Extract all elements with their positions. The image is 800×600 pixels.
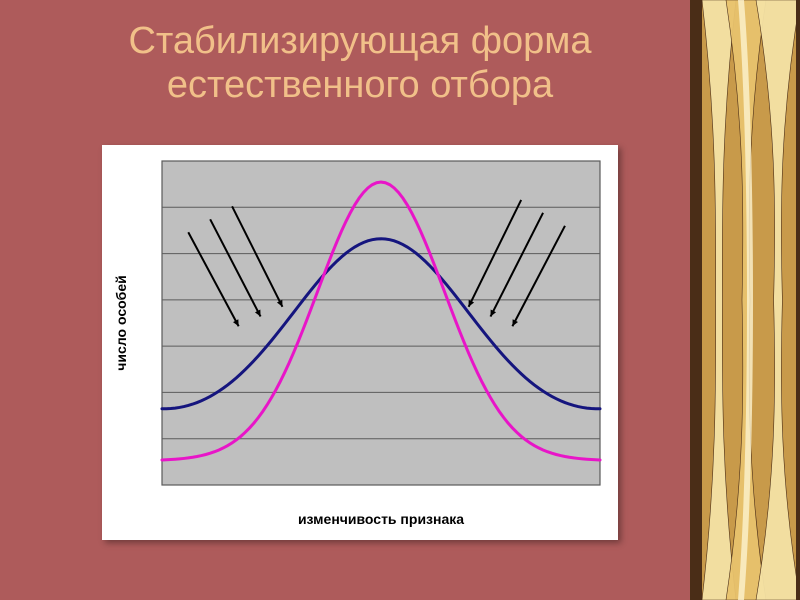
content-area: Стабилизирующая форма естественного отбо… <box>0 0 690 600</box>
slide: Стабилизирующая форма естественного отбо… <box>0 0 800 600</box>
deco-svg <box>690 0 800 600</box>
svg-text:изменчивость признака: изменчивость признака <box>298 511 464 527</box>
chart-svg: изменчивость признака число особей <box>102 145 618 540</box>
svg-text:число особей: число особей <box>113 275 129 370</box>
chart-card: изменчивость признака число особей <box>102 145 618 540</box>
side-decoration <box>690 0 800 600</box>
slide-title: Стабилизирующая форма естественного отбо… <box>60 20 660 107</box>
